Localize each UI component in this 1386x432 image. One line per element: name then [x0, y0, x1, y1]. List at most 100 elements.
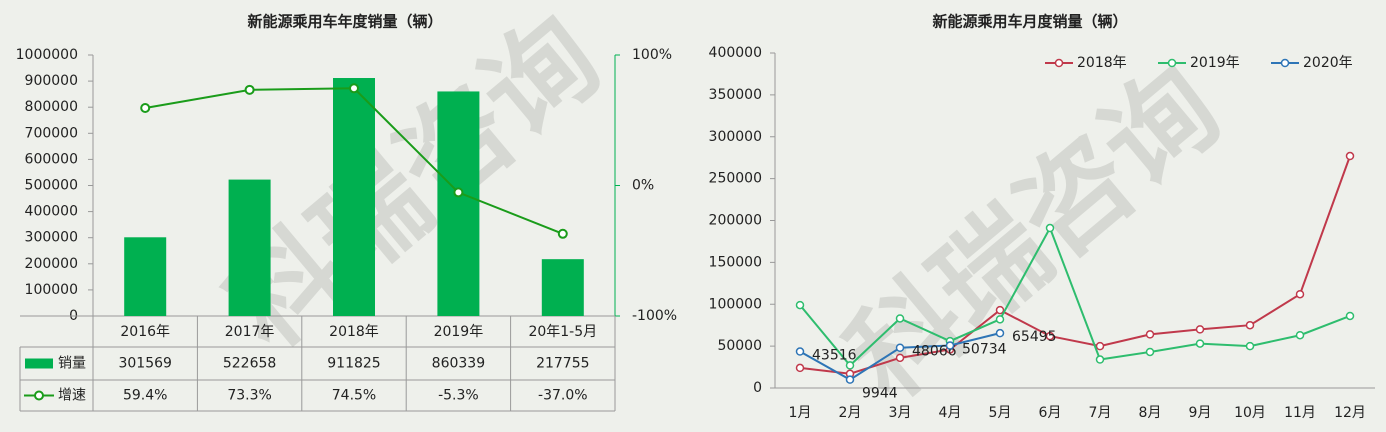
- y-tick-label: 600000: [25, 151, 78, 167]
- point: [1295, 289, 1305, 299]
- table-value: 73.3%: [227, 388, 271, 404]
- y-tick-label: 1000000: [16, 47, 78, 63]
- y-tick-label: 50000: [717, 338, 762, 354]
- table-value: -5.3%: [438, 388, 479, 404]
- line: [799, 225, 1351, 367]
- point: [1245, 320, 1255, 330]
- y-tick-label: 400000: [25, 204, 78, 220]
- y-tick-label: 200000: [25, 256, 78, 272]
- point: [795, 363, 805, 373]
- bar: [124, 237, 167, 316]
- table-value: 217755: [536, 356, 589, 372]
- chart-title: 新能源乘用车月度销量（辆）: [932, 13, 1127, 31]
- point: [1195, 339, 1205, 348]
- point: [349, 83, 359, 94]
- x-tick-label: 10月: [1234, 405, 1266, 421]
- y-tick-label: 400000: [709, 45, 762, 61]
- point: [1245, 341, 1255, 351]
- data-label: 50734: [962, 342, 1007, 358]
- x-tick-label: 8月: [1139, 405, 1162, 421]
- point: [244, 84, 255, 95]
- point: [1345, 311, 1355, 321]
- point: [945, 341, 955, 350]
- x-tick-label: 7月: [1089, 405, 1112, 421]
- point: [557, 228, 568, 239]
- table-value: -37.0%: [538, 388, 588, 404]
- y-tick-label: 500000: [25, 178, 78, 194]
- table-value: 74.5%: [332, 388, 376, 404]
- point: [1045, 331, 1055, 341]
- legend-label: 2018年: [1077, 55, 1127, 71]
- x-tick-label: 1月: [789, 405, 812, 421]
- legend-key: [1054, 58, 1064, 68]
- x-tick-label: 2019年: [434, 324, 484, 340]
- y2-tick-label: -100%: [632, 308, 677, 324]
- x-tick-label: 6月: [1039, 405, 1062, 421]
- point: [895, 314, 905, 323]
- y-tick-label: 700000: [25, 125, 78, 141]
- x-tick-label: 2018年: [329, 324, 379, 340]
- y-tick-label: 800000: [25, 99, 78, 115]
- legend-label: 销量: [58, 356, 86, 372]
- y-tick-label: 900000: [25, 73, 78, 89]
- x-tick-label: 20年1-5月: [528, 324, 597, 340]
- bar: [228, 179, 271, 316]
- bar: [333, 78, 375, 316]
- point: [995, 305, 1005, 315]
- table-value: 301569: [118, 356, 171, 372]
- point: [845, 375, 855, 384]
- y-tick-label: 250000: [709, 171, 762, 187]
- point: [995, 315, 1005, 324]
- point: [1195, 325, 1205, 334]
- x-tick-label: 11月: [1284, 405, 1316, 421]
- x-tick-label: 4月: [939, 405, 962, 421]
- x-tick-label: 2016年: [120, 324, 170, 340]
- x-tick-label: 12月: [1334, 405, 1366, 421]
- data-label: 43516: [812, 348, 857, 364]
- y2-tick-label: 0%: [632, 178, 654, 194]
- table-value: 860339: [432, 356, 485, 372]
- x-tick-label: 2月: [839, 405, 862, 421]
- data-label: 65495: [1012, 329, 1057, 345]
- x-tick-label: 5月: [989, 405, 1012, 421]
- y-tick-label: 350000: [709, 87, 762, 103]
- point: [795, 300, 805, 310]
- point: [1345, 151, 1355, 161]
- legend-key: [25, 358, 53, 369]
- x-tick-label: 9月: [1189, 405, 1212, 421]
- point: [1145, 330, 1155, 339]
- bar: [541, 259, 584, 316]
- y-tick-label: 300000: [709, 129, 762, 145]
- bar: [437, 91, 480, 316]
- table-value: 911825: [327, 356, 380, 372]
- data-label: 48066: [912, 344, 957, 360]
- legend-key: [34, 390, 44, 401]
- point: [995, 328, 1005, 338]
- data-label: 9944: [862, 386, 898, 402]
- point: [895, 343, 905, 352]
- point: [1145, 347, 1155, 357]
- legend-label: 增速: [58, 388, 86, 404]
- y-tick-label: 200000: [709, 213, 762, 229]
- legend-key: [1280, 58, 1290, 68]
- point: [140, 102, 151, 113]
- point: [453, 187, 464, 198]
- legend-label: 2019年: [1190, 55, 1240, 71]
- table-value: 522658: [223, 356, 276, 372]
- y2-tick-label: 100%: [632, 47, 672, 63]
- y-tick-label: 300000: [25, 230, 78, 246]
- point: [795, 347, 805, 356]
- y-tick-label: 100000: [25, 282, 78, 298]
- point: [1095, 341, 1105, 351]
- y-tick-label: 150000: [709, 254, 762, 270]
- line: [799, 155, 1351, 375]
- point: [895, 353, 905, 363]
- table-value: 59.4%: [123, 388, 167, 404]
- legend-label: 2020年: [1303, 55, 1353, 71]
- point: [845, 361, 855, 370]
- legend-key: [1167, 58, 1177, 68]
- y-tick-label: 100000: [709, 296, 762, 312]
- point: [1295, 330, 1305, 340]
- y-tick-label: 0: [753, 380, 762, 396]
